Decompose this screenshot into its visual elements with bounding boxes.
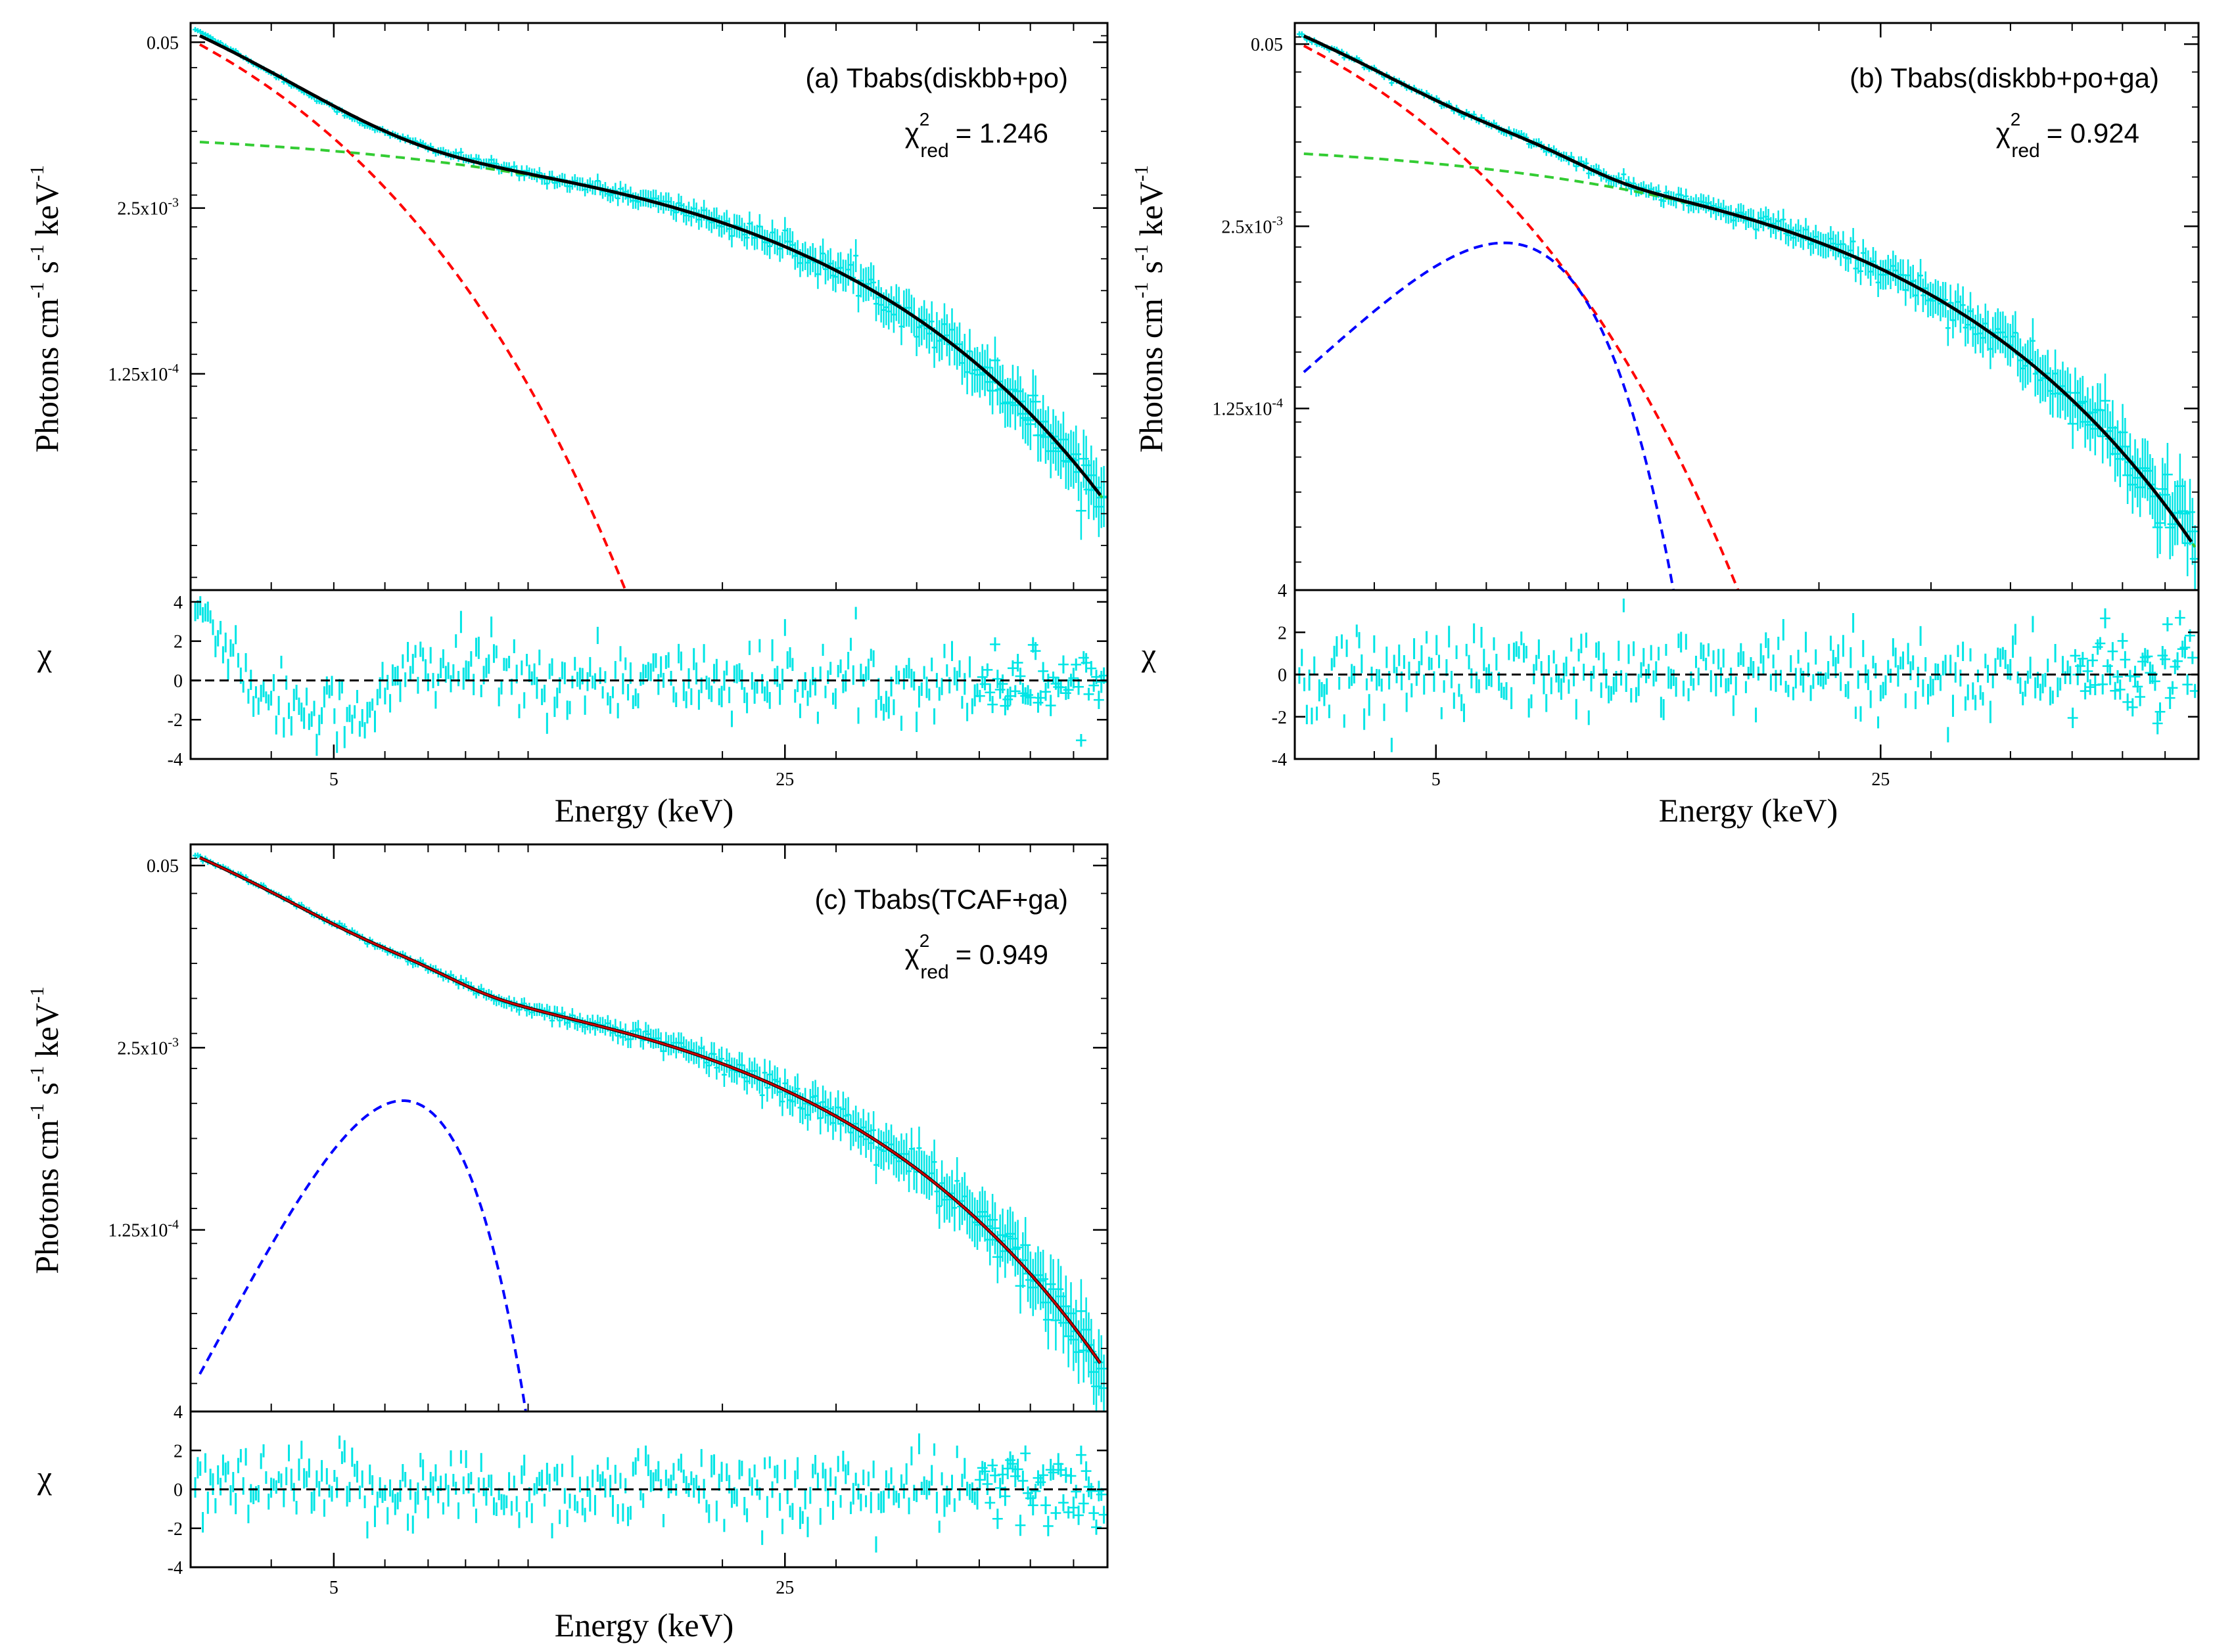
model-curves <box>1303 34 2197 590</box>
diskbb-curve <box>199 43 627 590</box>
total-model-curve <box>1303 34 2193 543</box>
spectrum-data <box>193 852 1107 1411</box>
residual-axis-label: χ <box>37 1459 52 1496</box>
plot-frame <box>1293 22 2200 760</box>
y-tick-label: 2.5x10-3 <box>117 196 179 219</box>
x-tick-label: 25 <box>776 1578 794 1598</box>
panel-c: 5 25 0.05 2.5x10-3 1.25x10-4 4 2 0 -2 -4 (c) Tbabs… <box>26 843 1109 1643</box>
residual-tick-label: -2 <box>1272 708 1287 728</box>
panel-title: (c) Tbabs(TCAF+ga) <box>815 884 1069 915</box>
panel-a: 5 25 0.05 2.5x10-3 1.25x10-4 4 2 0 -2 -4 (a) Tbabs… <box>26 22 1109 829</box>
y-tick-label: 2.5x10-3 <box>1221 214 1283 237</box>
residual-tick-label: 0 <box>174 671 183 691</box>
total-model-curve <box>199 856 1102 1364</box>
x-axis-label: Energy (keV) <box>555 792 734 829</box>
residual-tick-label: 4 <box>174 593 183 613</box>
plot-frame <box>189 843 1109 1569</box>
y-axis-label: Photons cm-1 s-1 keV-1 <box>26 165 65 453</box>
residual-tick-label: -4 <box>1272 750 1287 770</box>
residual-tick-label: -2 <box>168 1519 183 1540</box>
spectrum-data <box>1297 31 2199 590</box>
residual-axis-label: χ <box>1141 636 1156 673</box>
x-tick-label: 5 <box>329 769 338 790</box>
diskbb-curve <box>1303 44 1740 590</box>
powerlaw-curve <box>199 141 1105 501</box>
chi2-annotation: χ2 red= 1.246 <box>905 109 1048 162</box>
residual-data <box>194 1433 1107 1553</box>
y-tick-label: 2.5x10-3 <box>117 1035 179 1059</box>
panel-b: 5 25 0.05 2.5x10-3 1.25x10-4 4 2 0 -2 -4 (b) Tbabs… <box>1130 22 2200 829</box>
y-tick-label: 1.25x10-4 <box>108 361 179 385</box>
gaussian-curve <box>1303 241 1675 590</box>
residual-tick-label: 4 <box>174 1402 183 1423</box>
y-axis-label: Photons cm-1 s-1 keV-1 <box>1130 165 1169 453</box>
x-tick-label: 25 <box>1871 769 1890 790</box>
residual-tick-label: 2 <box>174 632 183 653</box>
model-curves <box>198 34 1105 590</box>
powerlaw-curve <box>1303 152 2197 548</box>
residual-tick-label: 4 <box>1278 581 1287 601</box>
y-axis-label: Photons cm-1 s-1 keV-1 <box>26 986 65 1274</box>
y-tick-label: 1.25x10-4 <box>1212 396 1283 420</box>
residual-tick-label: 0 <box>1278 666 1287 686</box>
total-model-curve <box>198 34 1102 497</box>
panel-title: (b) Tbabs(diskbb+po+ga) <box>1850 62 2159 93</box>
chi2-annotation: χ2 red= 0.924 <box>1996 109 2139 162</box>
y-tick-label: 0.05 <box>1251 35 1283 55</box>
panel-title: (a) Tbabs(diskbb+po) <box>805 62 1068 93</box>
residual-tick-label: -4 <box>168 1558 183 1578</box>
x-tick-label: 25 <box>776 769 794 790</box>
residual-tick-label: 0 <box>174 1480 183 1501</box>
residual-axis-label: χ <box>37 636 52 673</box>
x-tick-label: 5 <box>329 1578 338 1598</box>
residual-tick-label: -2 <box>168 710 183 731</box>
gaussian-curve <box>198 1099 527 1411</box>
plot-frame <box>189 22 1109 760</box>
y-tick-label: 0.05 <box>147 33 179 53</box>
y-tick-label: 1.25x10-4 <box>108 1218 179 1241</box>
model-curves <box>198 856 1102 1411</box>
residual-data <box>194 596 1107 756</box>
residual-tick-label: 2 <box>174 1441 183 1461</box>
residual-tick-label: -4 <box>168 750 183 770</box>
x-tick-label: 5 <box>1431 769 1441 790</box>
residual-tick-label: 2 <box>1278 623 1287 643</box>
chi2-annotation: χ2 red= 0.949 <box>905 930 1048 983</box>
tcaf-model-curve <box>199 856 1102 1364</box>
y-tick-label: 0.05 <box>147 856 179 877</box>
x-axis-label: Energy (keV) <box>1659 792 1838 829</box>
x-axis-label: Energy (keV) <box>555 1607 734 1643</box>
